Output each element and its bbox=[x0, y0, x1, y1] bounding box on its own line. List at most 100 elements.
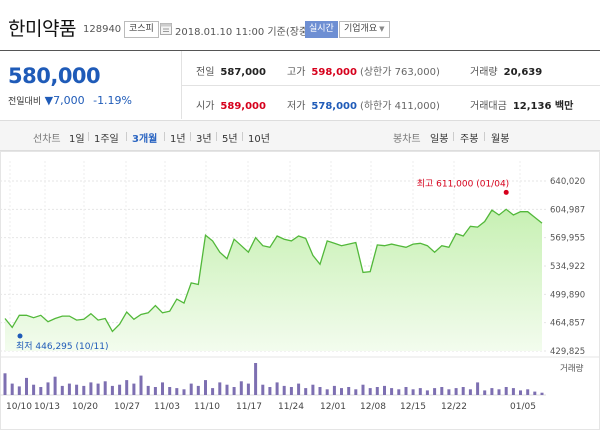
volume-bar bbox=[132, 383, 136, 395]
period-tab-3y[interactable]: 3년 bbox=[196, 134, 212, 145]
volume-bar bbox=[347, 387, 351, 395]
max-label: 최고 611,000 (01/04) bbox=[417, 178, 509, 189]
min-label: 최저 446,295 (10/11) bbox=[16, 341, 108, 352]
volume-bar bbox=[368, 388, 372, 395]
volume-bar bbox=[204, 380, 207, 395]
min-marker bbox=[17, 333, 23, 339]
y-tick-label: 429,825 bbox=[550, 347, 585, 357]
volume-bar bbox=[17, 386, 21, 395]
candle-tab-monthly[interactable]: 월봉 bbox=[491, 134, 510, 145]
volume-bar bbox=[153, 387, 157, 395]
header-divider bbox=[0, 50, 600, 51]
volume-bar bbox=[325, 389, 329, 395]
volume-bar bbox=[268, 387, 272, 395]
max-marker bbox=[503, 189, 509, 195]
prev-close-label: 전일 bbox=[196, 67, 215, 78]
high-label: 고가 bbox=[287, 67, 306, 78]
change-value: 7,000 bbox=[53, 94, 85, 107]
volume-bar bbox=[89, 382, 93, 395]
volume-bar bbox=[60, 385, 64, 395]
open-value: 589,000 bbox=[220, 101, 266, 112]
candle-tab-daily[interactable]: 일봉 bbox=[430, 134, 449, 145]
volume-bar bbox=[39, 387, 43, 395]
period-tab-10y[interactable]: 10년 bbox=[248, 134, 270, 145]
volume-bar bbox=[225, 384, 229, 395]
volume-value: 20,639 bbox=[503, 67, 543, 78]
x-tick-label: 12/22 bbox=[441, 402, 467, 412]
x-tick-label: 11/17 bbox=[236, 402, 262, 412]
low-value: 578,000 bbox=[311, 101, 357, 112]
y-tick-label: 499,890 bbox=[550, 290, 585, 300]
tab-separator bbox=[453, 132, 454, 141]
y-tick-label: 534,922 bbox=[550, 262, 585, 272]
datetime-text: 2018.01.10 11:00 기준(장중) bbox=[175, 27, 313, 38]
volume-bar bbox=[447, 389, 451, 395]
realtime-badge[interactable]: 실시간 bbox=[305, 21, 338, 38]
volume-bar bbox=[246, 383, 250, 395]
volume-bar bbox=[390, 388, 394, 395]
x-tick-label: 10/20 bbox=[72, 402, 98, 412]
volume-bar bbox=[168, 387, 172, 395]
price-chart[interactable]: 640,020 604,987 569,955 534,922 499,890 464,8… bbox=[0, 151, 600, 430]
volume-bar bbox=[526, 389, 530, 395]
volume-bar bbox=[196, 385, 200, 395]
volume-bar bbox=[261, 384, 265, 395]
company-overview-button[interactable]: 기업개요 ▼ bbox=[339, 21, 390, 38]
high-value: 598,000 bbox=[311, 67, 357, 78]
y-tick-label: 604,987 bbox=[550, 205, 585, 215]
y-tick-label: 464,857 bbox=[550, 319, 585, 329]
y-tick-label: 640,020 bbox=[550, 177, 585, 187]
line-chart-label: 선차트 bbox=[33, 134, 61, 145]
high-cell: 고가 598,000 (상한가 763,000) bbox=[287, 63, 440, 78]
tab-separator bbox=[126, 132, 127, 141]
current-price: 580,000 bbox=[8, 64, 101, 88]
volume-bar bbox=[182, 389, 186, 395]
tab-separator bbox=[190, 132, 191, 141]
volume-bar bbox=[175, 388, 179, 395]
volume-bar bbox=[490, 388, 494, 395]
stock-name: 한미약품 bbox=[8, 18, 76, 40]
open-label: 시가 bbox=[196, 101, 215, 112]
volume-bar bbox=[375, 387, 379, 395]
price-chart-svg: 640,020 604,987 569,955 534,922 499,890 464,8… bbox=[0, 151, 600, 430]
volume-bar bbox=[218, 382, 222, 395]
volume-bar bbox=[404, 387, 408, 395]
volume-bar bbox=[454, 388, 458, 395]
volume-bar bbox=[46, 382, 50, 395]
period-tab-1y[interactable]: 1년 bbox=[170, 134, 186, 145]
volume-bar bbox=[397, 389, 401, 395]
period-tab-5y[interactable]: 5년 bbox=[222, 134, 238, 145]
volume-bar bbox=[103, 381, 107, 395]
volume-bar bbox=[476, 382, 480, 395]
upper-limit-text: (상한가 763,000) bbox=[359, 67, 440, 78]
volume-bar bbox=[504, 387, 508, 395]
volume-bar bbox=[354, 389, 358, 395]
volume-bar bbox=[461, 387, 465, 395]
x-tick-label: 10/10 bbox=[6, 402, 32, 412]
lower-limit-text: (하한가 411,000) bbox=[359, 101, 440, 112]
period-tab-1d[interactable]: 1일 bbox=[69, 134, 85, 145]
volume-bar bbox=[383, 385, 386, 395]
volume-bar bbox=[254, 363, 258, 395]
x-tick-label: 11/03 bbox=[154, 402, 180, 412]
company-overview-label: 기업개요 bbox=[344, 24, 378, 34]
price-change: 전일대비 ▼7,000 -1.19% bbox=[8, 94, 132, 107]
tab-separator bbox=[164, 132, 165, 141]
volume-bar bbox=[53, 376, 57, 395]
volume-bar bbox=[511, 388, 515, 395]
chevron-down-icon: ▼ bbox=[379, 25, 385, 33]
amount-value: 12,136 백만 bbox=[512, 101, 574, 112]
volume-bar bbox=[232, 387, 236, 395]
volume-bar bbox=[411, 389, 415, 395]
x-tick-label: 12/15 bbox=[400, 402, 426, 412]
volume-bar bbox=[275, 382, 279, 395]
candle-tab-weekly[interactable]: 주봉 bbox=[460, 134, 479, 145]
x-tick-label: 01/05 bbox=[510, 402, 536, 412]
volume-cell: 거래량 20,639 bbox=[470, 63, 542, 78]
period-tab-3m[interactable]: 3개월 bbox=[132, 134, 158, 145]
tab-separator bbox=[216, 132, 217, 141]
period-tab-1w[interactable]: 1주일 bbox=[94, 134, 119, 145]
volume-bar bbox=[25, 377, 28, 395]
tab-separator bbox=[242, 132, 243, 141]
open-cell: 시가 589,000 bbox=[196, 97, 266, 112]
